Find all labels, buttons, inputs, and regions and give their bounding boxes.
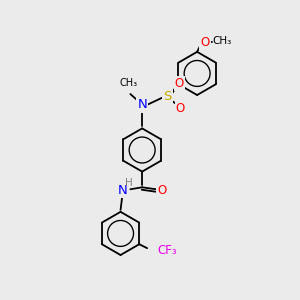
- Text: O: O: [200, 35, 210, 49]
- Text: N: N: [137, 98, 147, 111]
- Text: CH₃: CH₃: [119, 78, 137, 88]
- Text: CH₃: CH₃: [213, 36, 232, 46]
- Text: S: S: [164, 91, 172, 103]
- Text: N: N: [118, 184, 128, 197]
- Text: O: O: [175, 77, 184, 90]
- Text: O: O: [176, 102, 185, 115]
- Text: CF₃: CF₃: [157, 244, 176, 256]
- Text: O: O: [157, 184, 167, 197]
- Text: H: H: [124, 178, 132, 188]
